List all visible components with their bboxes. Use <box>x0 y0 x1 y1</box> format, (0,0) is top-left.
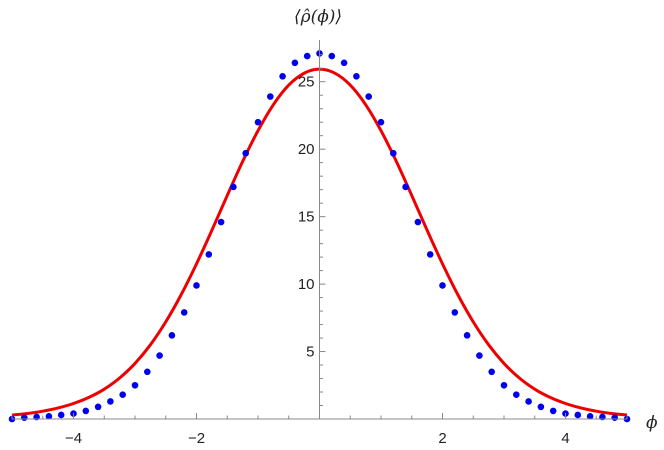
data-point <box>414 218 422 226</box>
data-point <box>107 398 114 405</box>
data-points-layer <box>8 50 631 423</box>
data-point <box>217 218 225 226</box>
data-point <box>586 413 594 420</box>
y-tick-label: 25 <box>298 74 315 91</box>
y-tick-label: 20 <box>298 141 315 158</box>
data-point <box>426 251 434 258</box>
data-point <box>156 352 163 359</box>
data-point <box>365 93 373 100</box>
y-tick-label: 5 <box>306 344 314 361</box>
data-point <box>94 403 102 411</box>
x-tick-label: 4 <box>561 430 569 447</box>
x-tick-label: −4 <box>65 430 82 447</box>
data-point <box>353 73 360 80</box>
data-point <box>242 149 249 157</box>
data-point <box>328 52 336 60</box>
data-point <box>291 59 299 67</box>
data-point <box>340 59 348 67</box>
data-point <box>377 118 385 126</box>
data-point <box>119 391 126 399</box>
data-point <box>525 398 532 405</box>
data-point <box>168 332 176 339</box>
y-tick-label: 10 <box>298 276 315 293</box>
data-point <box>82 407 90 415</box>
x-axis-label: ϕ <box>646 413 658 433</box>
data-point <box>57 411 65 419</box>
y-axis-label: ⟨ρ̂(ϕ)⟩ <box>294 7 342 27</box>
data-point <box>303 52 311 60</box>
data-point <box>574 411 582 419</box>
axes-layer: −4 −2 2 4 5 10 15 20 25 <box>11 40 628 447</box>
data-point <box>254 118 262 126</box>
data-point <box>390 149 397 157</box>
x-tick-label: −2 <box>188 430 205 447</box>
data-point <box>451 309 459 316</box>
x-tick-label: 2 <box>438 430 446 447</box>
data-point <box>439 282 446 289</box>
y-tick-label: 15 <box>298 209 315 226</box>
data-point <box>279 73 286 80</box>
data-point <box>513 391 520 399</box>
data-point <box>488 368 496 376</box>
data-point <box>144 368 151 376</box>
data-point <box>45 413 53 420</box>
data-point <box>402 183 409 191</box>
data-point <box>463 332 471 339</box>
data-point <box>205 251 213 258</box>
data-point <box>500 381 508 389</box>
data-point <box>537 403 545 411</box>
data-point <box>193 282 200 289</box>
data-point <box>267 93 274 100</box>
data-point <box>549 407 557 415</box>
data-point <box>131 381 139 389</box>
data-point <box>21 414 28 421</box>
data-point <box>476 352 483 359</box>
data-point <box>611 414 618 421</box>
data-point <box>230 183 237 191</box>
data-point <box>180 309 188 316</box>
